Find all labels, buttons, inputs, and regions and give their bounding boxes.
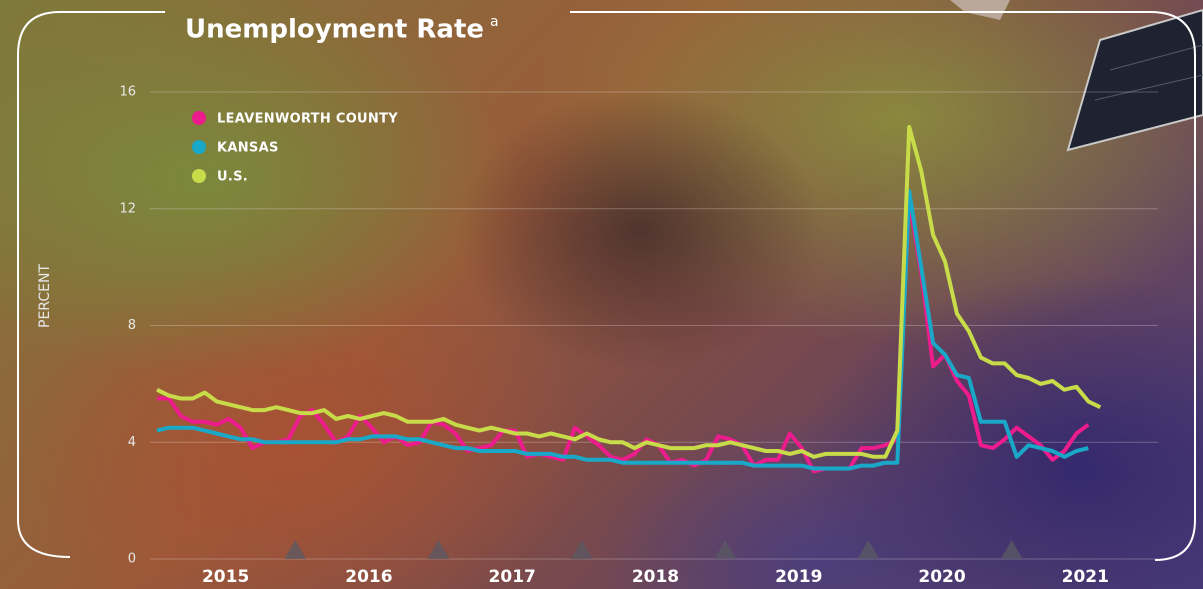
x-tick-label: 2021 bbox=[1062, 567, 1109, 587]
y-tick-label: 8 bbox=[128, 318, 136, 333]
legend-marker bbox=[192, 169, 206, 183]
year-marker bbox=[428, 540, 450, 559]
year-marker bbox=[284, 540, 306, 559]
chart: Unemployment Rate a PERCENT 0 4 8 12 16 2015 2… bbox=[0, 0, 1203, 589]
y-axis-label: PERCENT bbox=[37, 264, 53, 328]
legend-label: U.S. bbox=[217, 170, 248, 185]
x-tick-label: 2020 bbox=[918, 567, 965, 587]
x-tick-label: 2019 bbox=[775, 567, 822, 587]
y-tick-label: 12 bbox=[119, 201, 136, 216]
y-tick-label: 0 bbox=[128, 552, 136, 567]
year-marker bbox=[714, 540, 736, 559]
chart-title: Unemployment Rate bbox=[185, 15, 484, 45]
x-tick-label: 2016 bbox=[345, 567, 392, 587]
year-marker bbox=[571, 540, 593, 559]
legend-label: LEAVENWORTH COUNTY bbox=[217, 112, 398, 127]
year-marker bbox=[857, 540, 879, 559]
legend-marker bbox=[192, 111, 206, 125]
x-tick-label: 2017 bbox=[489, 567, 536, 587]
y-tick-label: 16 bbox=[119, 85, 136, 100]
x-tick-label: 2018 bbox=[632, 567, 679, 587]
page: Unemployment Rate a PERCENT 0 4 8 12 16 2015 2… bbox=[0, 0, 1203, 589]
legend-marker bbox=[192, 140, 206, 154]
legend-label: KANSAS bbox=[217, 141, 279, 156]
x-tick-label: 2015 bbox=[202, 567, 249, 587]
y-tick-label: 4 bbox=[128, 435, 136, 450]
series-line bbox=[157, 200, 1088, 471]
title-note: a bbox=[490, 14, 499, 30]
year-marker bbox=[1001, 540, 1023, 559]
satellite-decoration bbox=[950, 0, 1203, 150]
series-line bbox=[157, 127, 1100, 457]
